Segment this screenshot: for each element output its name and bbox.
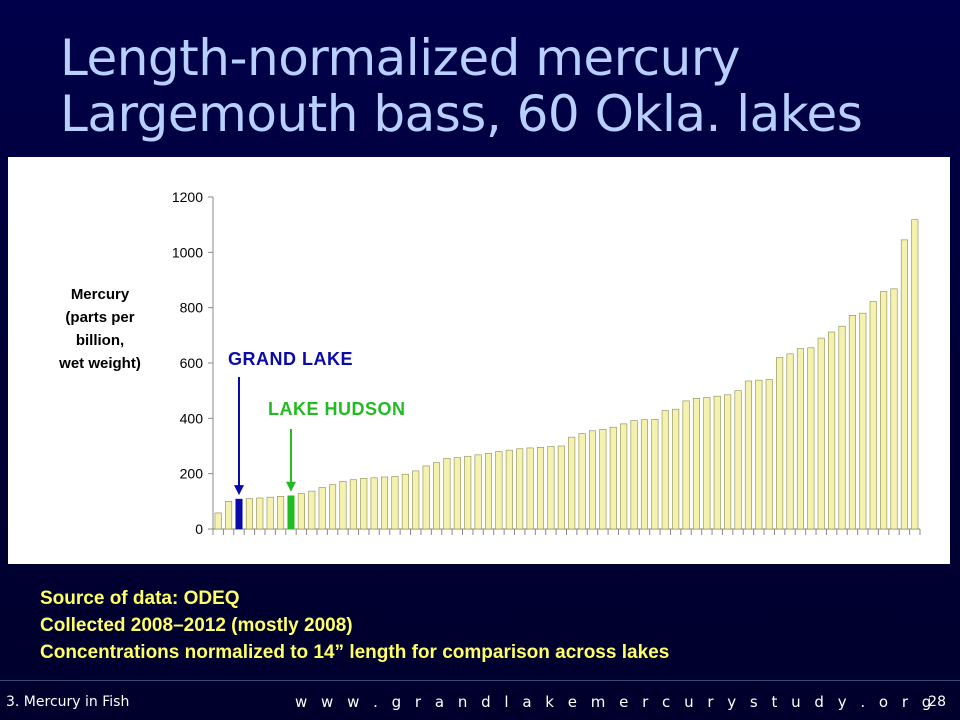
bar bbox=[880, 291, 888, 530]
bar bbox=[339, 481, 347, 530]
bar bbox=[214, 512, 222, 530]
bar bbox=[724, 394, 732, 530]
bar bbox=[900, 239, 908, 530]
bar bbox=[370, 477, 378, 530]
annotation-arrow-head bbox=[285, 481, 296, 492]
note-collected: Collected 2008–2012 (mostly 2008) bbox=[40, 615, 353, 636]
bar bbox=[911, 219, 919, 530]
y-tick-label: 600 bbox=[180, 355, 204, 371]
bar bbox=[547, 446, 555, 530]
bar bbox=[245, 498, 253, 530]
bar bbox=[869, 301, 877, 530]
bar bbox=[453, 457, 461, 530]
bar bbox=[848, 315, 856, 530]
bar bbox=[297, 493, 305, 530]
bar-lake-hudson bbox=[287, 495, 295, 530]
bar bbox=[381, 476, 389, 530]
bar bbox=[817, 337, 825, 530]
bar bbox=[661, 410, 669, 530]
bar bbox=[890, 288, 898, 530]
bar bbox=[588, 430, 597, 530]
title-line-2: Largemouth bass, 60 Okla. lakes bbox=[60, 85, 863, 143]
slide-title: Length-normalized mercury Largemouth bas… bbox=[60, 30, 940, 142]
bar bbox=[256, 497, 264, 530]
y-axis-label-line: billion, bbox=[76, 332, 124, 349]
bar-grand-lake bbox=[235, 498, 243, 530]
y-tick-label: 1200 bbox=[172, 189, 203, 205]
bar bbox=[495, 451, 503, 530]
bar bbox=[318, 487, 326, 530]
bar bbox=[713, 395, 721, 530]
bar bbox=[360, 478, 368, 530]
footer-section: 3. Mercury in Fish bbox=[6, 694, 130, 710]
bar bbox=[672, 408, 680, 530]
bar bbox=[776, 357, 784, 530]
bar bbox=[609, 426, 617, 530]
bar bbox=[474, 454, 482, 530]
title-line-1: Length-normalized mercury bbox=[60, 29, 740, 87]
bar bbox=[516, 448, 524, 530]
bar bbox=[484, 453, 493, 530]
bar bbox=[807, 347, 815, 530]
bar bbox=[620, 423, 628, 530]
bar bbox=[329, 484, 337, 530]
slide-footer: 3. Mercury in Fish w w w . g r a n d l a… bbox=[0, 682, 960, 720]
bar bbox=[838, 325, 846, 530]
bar bbox=[630, 420, 638, 530]
y-tick-label: 1000 bbox=[172, 244, 203, 260]
bar bbox=[401, 473, 409, 530]
bar bbox=[443, 458, 451, 530]
bar bbox=[765, 379, 773, 530]
chart-panel: 0 200 400 600 800 1000 1200 Mercury (parts per bi… bbox=[8, 157, 950, 564]
note-source: Source of data: ODEQ bbox=[40, 588, 240, 609]
y-tick-label: 0 bbox=[195, 521, 203, 537]
bar bbox=[349, 479, 357, 530]
bar bbox=[422, 465, 430, 530]
bar bbox=[505, 449, 513, 530]
annotation-grand-lake: GRAND LAKE bbox=[228, 349, 353, 369]
bar bbox=[308, 490, 316, 530]
bar bbox=[526, 447, 534, 530]
bar bbox=[786, 353, 794, 530]
bar bbox=[433, 462, 441, 530]
y-axis-label-line: wet weight) bbox=[58, 355, 141, 372]
bar bbox=[734, 390, 742, 530]
bar bbox=[796, 348, 804, 530]
bar bbox=[755, 379, 763, 530]
bar bbox=[578, 433, 586, 530]
note-normalized: Concentrations normalized to 14” length … bbox=[40, 642, 670, 663]
annotation-lake-hudson: LAKE HUDSON bbox=[268, 399, 406, 419]
footer-divider bbox=[0, 680, 960, 681]
bar bbox=[464, 455, 472, 530]
bar bbox=[568, 436, 576, 530]
bar bbox=[266, 496, 274, 530]
bar bbox=[682, 400, 690, 530]
footer-page-number: 28 bbox=[928, 694, 946, 710]
bar bbox=[703, 397, 711, 530]
y-axis-label-line: Mercury bbox=[71, 286, 130, 303]
annotation-arrow-head bbox=[233, 485, 244, 496]
notes-block: Source of data: ODEQ Collected 2008–2012… bbox=[40, 585, 940, 666]
bar bbox=[557, 445, 565, 530]
bar bbox=[536, 447, 545, 530]
footer-website: w w w . g r a n d l a k e m e r c u r y … bbox=[295, 693, 936, 711]
y-tick-label: 200 bbox=[180, 466, 204, 482]
bar bbox=[859, 312, 867, 530]
bar bbox=[599, 429, 607, 530]
mercury-bar-chart: 0 200 400 600 800 1000 1200 Mercury (parts per bi… bbox=[58, 189, 921, 537]
bar bbox=[744, 380, 752, 530]
y-axis-label-line: (parts per bbox=[65, 309, 134, 326]
bar bbox=[640, 419, 648, 530]
bar bbox=[692, 398, 700, 530]
bar bbox=[828, 331, 836, 530]
bar bbox=[412, 470, 420, 530]
bar bbox=[391, 476, 399, 530]
bar bbox=[277, 496, 285, 530]
y-tick-label: 800 bbox=[180, 300, 204, 316]
bar bbox=[651, 419, 659, 530]
y-tick-label: 400 bbox=[180, 410, 204, 426]
bar bbox=[225, 501, 233, 530]
